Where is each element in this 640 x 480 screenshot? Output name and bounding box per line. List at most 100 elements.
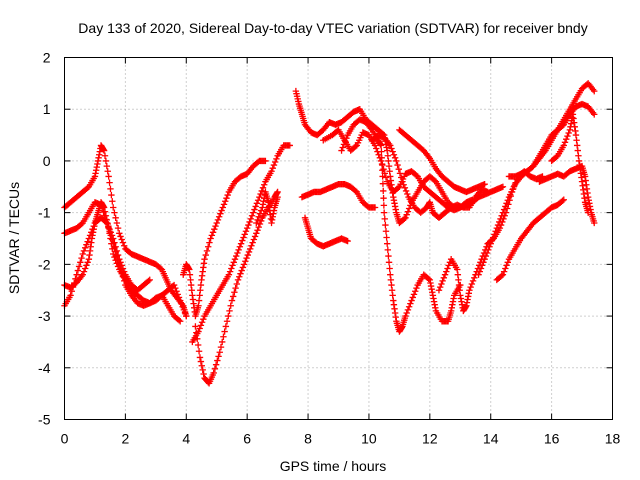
data-point-marker [258, 187, 265, 195]
data-point-marker [112, 214, 119, 222]
data-point-marker [226, 307, 233, 315]
data-point-marker [68, 288, 76, 295]
data-markers [61, 80, 598, 387]
data-point-marker [181, 309, 189, 317]
data-point-marker [212, 361, 220, 368]
data-point-marker [199, 366, 206, 374]
data-point-marker [377, 142, 385, 149]
data-point-marker [106, 225, 113, 233]
data-point-marker [83, 241, 90, 248]
data-point-marker [236, 243, 244, 250]
data-point-marker [80, 268, 88, 275]
data-point-marker [195, 328, 202, 335]
data-point-marker [381, 215, 388, 223]
data-point-marker [250, 236, 258, 243]
data-point-marker [72, 275, 79, 283]
data-point-marker [371, 204, 379, 211]
data-point-marker [225, 271, 233, 278]
data-point-marker [499, 271, 507, 278]
data-point-marker [204, 243, 212, 250]
data-point-marker [257, 190, 264, 198]
data-point-marker [471, 274, 478, 282]
data-point-marker [75, 263, 83, 270]
data-point-marker [401, 215, 408, 223]
data-point-marker [73, 271, 80, 278]
series-arc-18 [493, 196, 567, 284]
data-point-marker [101, 208, 109, 215]
x-tick-label: 8 [304, 431, 312, 447]
data-point-marker [100, 147, 108, 154]
data-point-marker [591, 111, 598, 118]
data-point-marker [198, 362, 206, 369]
data-point-marker [101, 152, 109, 159]
data-point-marker [105, 222, 112, 230]
data-point-marker [197, 358, 205, 365]
data-point-marker [262, 157, 269, 165]
data-point-marker [202, 251, 209, 259]
data-point-marker [210, 369, 217, 377]
data-point-marker [117, 259, 124, 266]
series-arc-20 [536, 162, 598, 227]
data-point-marker [271, 158, 279, 166]
data-point-marker [466, 287, 473, 294]
data-point-marker [119, 239, 127, 246]
data-point-marker [487, 240, 494, 247]
data-point-marker [439, 277, 446, 285]
data-point-marker [78, 254, 85, 262]
data-point-marker [178, 300, 185, 307]
data-point-marker [352, 143, 359, 150]
data-point-marker [388, 145, 395, 152]
data-point-marker [261, 181, 268, 188]
data-point-marker [246, 218, 253, 226]
data-point-marker [228, 297, 236, 304]
data-point-marker [484, 188, 491, 196]
data-point-marker [259, 184, 267, 192]
data-point-marker [493, 224, 501, 232]
y-tick-label: 0 [43, 153, 51, 169]
data-point-marker [86, 232, 94, 239]
data-point-marker [404, 208, 412, 215]
series-arc-1 [61, 142, 190, 320]
data-point-marker [108, 232, 116, 239]
y-tick-label: -3 [38, 308, 51, 324]
data-point-marker [245, 221, 252, 229]
data-point-marker [201, 255, 208, 263]
data-point-marker [503, 200, 510, 207]
data-point-marker [240, 261, 248, 268]
data-point-marker [483, 249, 491, 257]
data-point-marker [176, 318, 184, 325]
data-point-marker [468, 280, 476, 288]
data-point-marker [208, 232, 216, 239]
data-point-marker [256, 193, 263, 201]
data-point-marker [444, 265, 451, 272]
data-point-marker [492, 228, 499, 235]
data-point-marker [257, 207, 265, 214]
data-point-marker [215, 213, 223, 220]
data-point-marker [389, 148, 396, 155]
y-tick-labels: -5 -4 -3 -2 -1 0 1 2 [38, 50, 51, 428]
data-point-marker [179, 303, 186, 310]
series-arc-14 [368, 131, 491, 222]
data-point-marker [381, 170, 388, 177]
data-point-marker [273, 155, 280, 163]
data-point-marker [242, 258, 249, 265]
data-point-marker [380, 209, 388, 216]
data-point-marker [253, 200, 261, 207]
data-point-marker [234, 249, 241, 257]
data-point-marker [390, 151, 398, 158]
data-point-marker [247, 215, 255, 223]
data-point-marker [561, 139, 569, 146]
data-point-marker [339, 144, 346, 151]
data-point-marker [435, 287, 443, 294]
data-point-marker [481, 255, 488, 263]
data-point-marker [502, 203, 509, 210]
data-point-marker [425, 275, 432, 283]
series-arc-4 [61, 214, 153, 309]
data-point-marker [254, 197, 262, 204]
data-point-marker [563, 136, 570, 143]
data-point-marker [239, 264, 247, 271]
data-point-marker [380, 202, 388, 209]
data-point-marker [172, 284, 179, 292]
data-point-marker [498, 272, 505, 279]
